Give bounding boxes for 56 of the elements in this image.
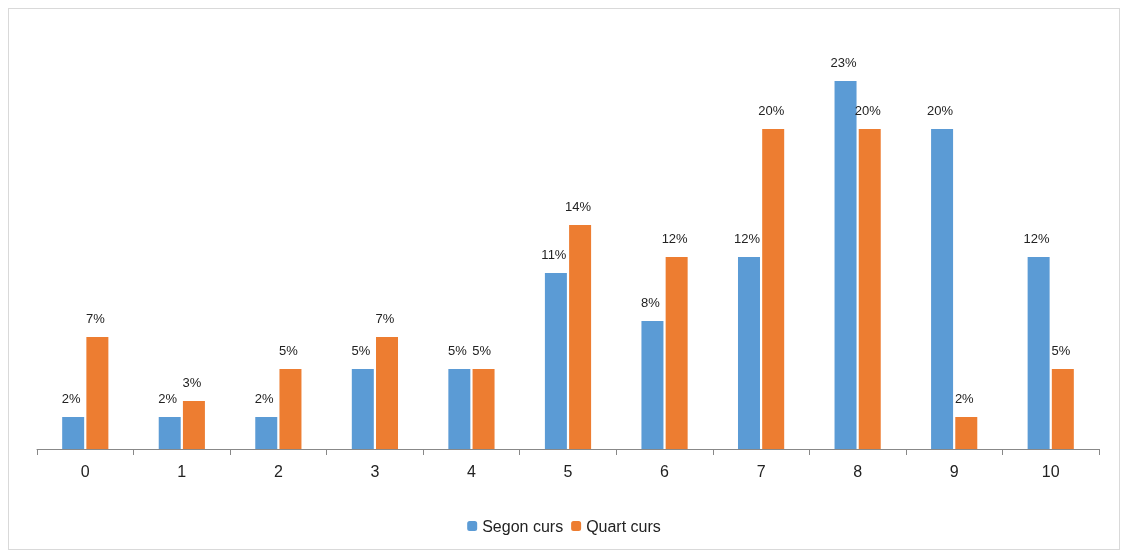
bar (762, 129, 785, 449)
x-tick-label: 7 (756, 462, 766, 480)
bar (62, 417, 85, 449)
data-label: 5% (1051, 343, 1071, 358)
data-label: 12% (661, 231, 689, 246)
bar (834, 81, 857, 449)
bar (569, 225, 592, 449)
data-label: 12% (1023, 231, 1051, 246)
data-label: 12% (733, 231, 761, 246)
x-tick-label: 8 (853, 462, 863, 480)
data-label: 3% (182, 375, 202, 390)
data-label: 2% (254, 391, 275, 406)
data-label: 20% (758, 103, 785, 118)
bar (641, 321, 664, 449)
data-label: 5% (472, 343, 492, 358)
x-tick-label: 2 (273, 462, 283, 480)
bar (182, 401, 205, 449)
x-tick-label: 5 (563, 462, 573, 480)
x-tick-label: 1 (177, 462, 187, 480)
data-label: 2% (158, 391, 178, 406)
legend-label: Quart curs (586, 517, 661, 535)
bar (665, 257, 688, 449)
x-tick-label: 0 (80, 462, 90, 480)
bar (858, 129, 881, 449)
bar (1027, 257, 1050, 449)
bar (376, 337, 399, 449)
x-tick-label: 9 (949, 462, 959, 480)
data-label: 5% (279, 343, 299, 358)
bar (351, 369, 374, 449)
x-tick-label: 6 (660, 462, 670, 480)
bar (1051, 369, 1074, 449)
x-tick-label: 3 (370, 462, 380, 480)
bar (955, 417, 978, 449)
data-label: 5% (351, 343, 371, 358)
data-label: 2% (61, 391, 81, 406)
bar (448, 369, 471, 449)
x-tick-label: 10 (1041, 462, 1060, 480)
x-tick-label: 4 (467, 462, 476, 480)
data-label: 2% (954, 391, 975, 406)
data-label: 14% (565, 199, 592, 214)
data-label: 7% (375, 311, 395, 326)
data-label: 23% (830, 55, 857, 70)
bar (737, 257, 760, 449)
data-label: 11% (541, 247, 567, 262)
bar (279, 369, 302, 449)
bar (255, 417, 278, 449)
data-label: 7% (85, 311, 106, 326)
data-label: 20% (927, 103, 954, 118)
bar (158, 417, 181, 449)
bar (931, 129, 954, 449)
data-label: 5% (447, 343, 468, 358)
bar (472, 369, 495, 449)
legend-label: Segon curs (482, 517, 564, 535)
bar (86, 337, 109, 449)
bar (544, 273, 567, 449)
data-label: 8% (641, 295, 661, 310)
